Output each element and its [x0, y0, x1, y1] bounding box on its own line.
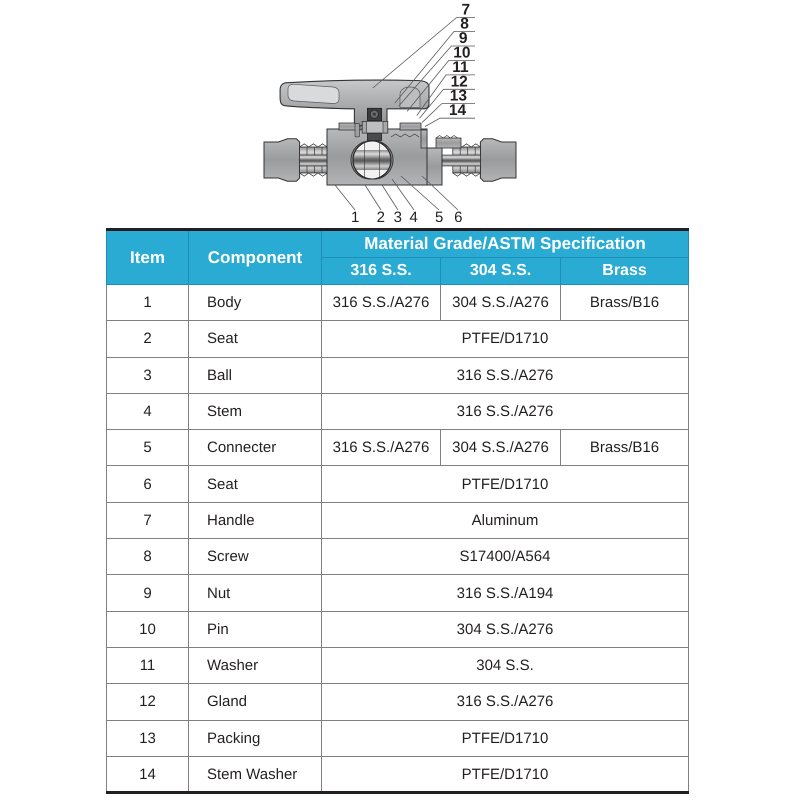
- svg-text:4: 4: [410, 209, 418, 222]
- svg-text:14: 14: [449, 102, 467, 119]
- svg-text:5: 5: [435, 209, 443, 222]
- svg-text:3: 3: [394, 209, 402, 222]
- svg-text:2: 2: [377, 209, 385, 222]
- svg-text:6: 6: [454, 209, 462, 222]
- svg-text:1: 1: [351, 209, 359, 222]
